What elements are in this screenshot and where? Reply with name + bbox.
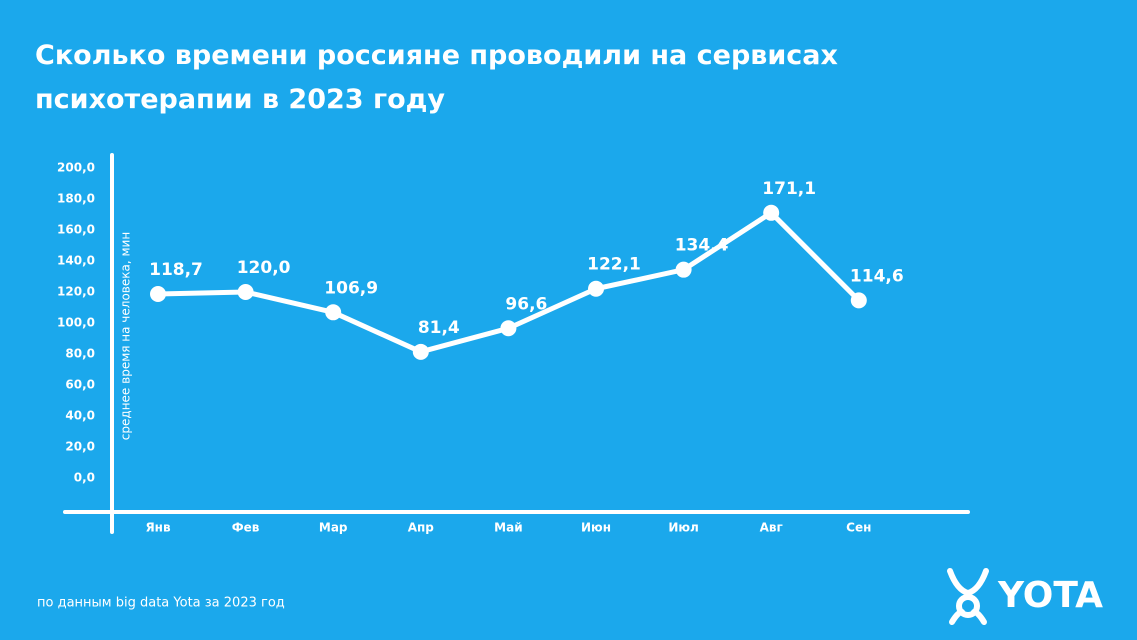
y-tick-label: 160,0 bbox=[57, 223, 95, 237]
point bbox=[412, 343, 429, 360]
point bbox=[588, 280, 604, 297]
y-tick-label: 60,0 bbox=[65, 378, 95, 392]
point bbox=[675, 261, 692, 278]
value-label: 171,1 bbox=[762, 179, 816, 199]
y-tick-label: 200,0 bbox=[57, 161, 95, 175]
x-tick-label: Май bbox=[494, 521, 522, 535]
x-tick-label: Апр bbox=[408, 521, 435, 535]
value-label: 120,0 bbox=[237, 258, 291, 278]
x-tick-label: Мар bbox=[319, 521, 348, 535]
y-tick-label: 140,0 bbox=[57, 254, 95, 268]
source-note: по данным big data Yota за 2023 год bbox=[37, 596, 285, 611]
y-tick-label: 20,0 bbox=[65, 440, 95, 454]
value-label: 114,6 bbox=[850, 266, 904, 286]
y-tick-label: 100,0 bbox=[57, 316, 95, 330]
value-label: 96,6 bbox=[505, 294, 547, 314]
x-tick-label: Июл bbox=[668, 521, 699, 535]
y-tick-label: 180,0 bbox=[57, 192, 95, 206]
y-axis-label: среднее время на человека, мин bbox=[119, 232, 133, 440]
x-tick-label: Авг bbox=[760, 521, 783, 535]
value-label: 134,4 bbox=[675, 236, 729, 256]
x-tick-label: Янв bbox=[145, 521, 171, 535]
logo-text: YOTA bbox=[997, 575, 1103, 616]
value-label: 81,4 bbox=[418, 318, 460, 338]
x-tick-label: Фев bbox=[232, 521, 260, 535]
logo-icon bbox=[947, 568, 989, 625]
point bbox=[237, 284, 254, 300]
y-tick-label: 40,0 bbox=[65, 409, 95, 423]
y-tick-label: 0,0 bbox=[74, 471, 95, 485]
point bbox=[763, 204, 780, 221]
point bbox=[850, 292, 867, 309]
point bbox=[325, 304, 342, 321]
point bbox=[500, 320, 517, 337]
title-box: Сколько времени россияне проводили на се… bbox=[35, 40, 838, 115]
point bbox=[150, 286, 166, 303]
chart-title: Сколько времени россияне проводили на се… bbox=[35, 40, 838, 115]
y-tick-label: 80,0 bbox=[65, 347, 95, 361]
y-tick-label: 120,0 bbox=[57, 285, 95, 299]
value-label: 106,9 bbox=[324, 278, 378, 298]
value-label: 118,7 bbox=[149, 260, 203, 280]
value-label: 122,1 bbox=[587, 255, 641, 275]
x-tick-label: Сен bbox=[846, 521, 871, 535]
x-tick-label: Июн bbox=[581, 521, 611, 535]
